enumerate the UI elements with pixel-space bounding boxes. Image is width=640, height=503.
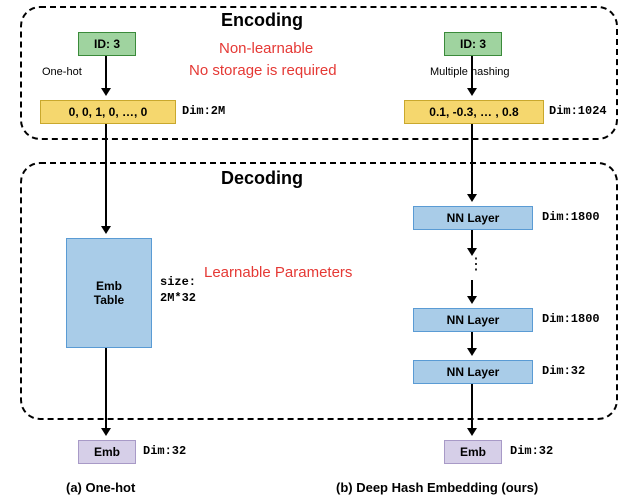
right-vec-dim: Dim:1024 xyxy=(549,104,607,118)
arrow-line xyxy=(105,348,107,428)
right-emb-text: Emb xyxy=(460,445,486,459)
vertical-dots: ⋮ xyxy=(468,254,484,274)
left-table-line1: Emb xyxy=(96,279,122,293)
right-nn3-box: NN Layer xyxy=(413,360,533,384)
right-nn2-box: NN Layer xyxy=(413,308,533,332)
left-emb-dim: Dim:32 xyxy=(143,444,186,458)
decoding-title: Decoding xyxy=(221,168,303,189)
right-nn1-box: NN Layer xyxy=(413,206,533,230)
arrow-head-icon xyxy=(467,88,477,96)
arrow-head-icon xyxy=(101,428,111,436)
right-nn3-dim: Dim:32 xyxy=(542,364,585,378)
arrow-line xyxy=(471,332,473,348)
arrow-line xyxy=(105,56,107,88)
right-nn3-text: NN Layer xyxy=(447,365,500,379)
right-vec-text: 0.1, -0.3, … , 0.8 xyxy=(429,105,518,119)
arrow-line xyxy=(471,56,473,88)
left-id-box: ID: 3 xyxy=(78,32,136,56)
left-vec-dim: Dim:2M xyxy=(182,104,225,118)
arrow-head-icon xyxy=(467,296,477,304)
encoding-title: Encoding xyxy=(221,10,303,31)
right-nn1-text: NN Layer xyxy=(447,211,500,225)
arrow-line xyxy=(471,230,473,248)
encoding-note-2: No storage is required xyxy=(189,62,337,79)
arrow-line xyxy=(471,280,473,296)
left-emb-box: Emb xyxy=(78,440,136,464)
right-emb-box: Emb xyxy=(444,440,502,464)
arrow-head-icon xyxy=(467,248,477,256)
arrow-head-icon xyxy=(467,428,477,436)
arrow-head-icon xyxy=(101,88,111,96)
right-nn2-dim: Dim:1800 xyxy=(542,312,600,326)
right-id-box: ID: 3 xyxy=(444,32,502,56)
right-op-label: Multiple hashing xyxy=(430,66,510,78)
arrow-head-icon xyxy=(101,226,111,234)
arrow-line xyxy=(471,124,473,194)
left-id-text: ID: 3 xyxy=(94,37,120,51)
left-table-size-value: 2M*32 xyxy=(160,291,196,305)
arrow-line xyxy=(105,124,107,226)
right-vec-box: 0.1, -0.3, … , 0.8 xyxy=(404,100,544,124)
left-caption: (a) One-hot xyxy=(66,480,135,495)
arrow-line xyxy=(471,384,473,428)
decoding-note: Learnable Parameters xyxy=(204,264,352,281)
encoding-note-1: Non-learnable xyxy=(219,40,313,57)
right-nn1-dim: Dim:1800 xyxy=(542,210,600,224)
left-vec-box: 0, 0, 1, 0, …, 0 xyxy=(40,100,176,124)
left-table-size-label: size: xyxy=(160,275,196,289)
left-emb-text: Emb xyxy=(94,445,120,459)
left-table-line2: Table xyxy=(94,293,124,307)
right-id-text: ID: 3 xyxy=(460,37,486,51)
right-caption: (b) Deep Hash Embedding (ours) xyxy=(336,480,538,495)
arrow-head-icon xyxy=(467,348,477,356)
left-vec-text: 0, 0, 1, 0, …, 0 xyxy=(69,105,148,119)
left-emb-table: Emb Table xyxy=(66,238,152,348)
left-op-label: One-hot xyxy=(42,66,82,78)
right-emb-dim: Dim:32 xyxy=(510,444,553,458)
arrow-head-icon xyxy=(467,194,477,202)
right-nn2-text: NN Layer xyxy=(447,313,500,327)
